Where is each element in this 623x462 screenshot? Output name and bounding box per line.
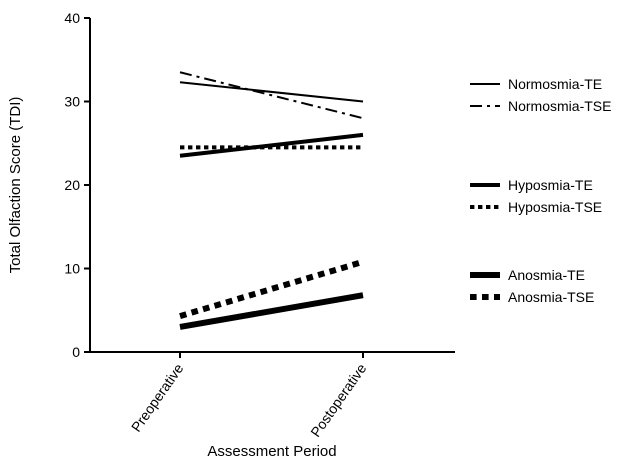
plot-area <box>179 71 364 330</box>
legend-label: Anosmia-TE <box>508 267 585 283</box>
legend-label: Anosmia-TSE <box>508 289 594 305</box>
y-tick-label: 0 <box>72 344 80 360</box>
x-tick-label: Postoperative <box>307 360 369 439</box>
legend-label: Hyposmia-TSE <box>508 199 602 215</box>
y-axis-title: Total Olfaction Score (TDI) <box>7 97 24 274</box>
legend-label: Hyposmia-TE <box>508 177 593 193</box>
x-tick-label: Preoperative <box>128 360 187 434</box>
y-tick-label: 20 <box>64 177 80 193</box>
series-line-anosmia-te <box>179 292 364 330</box>
legend: Normosmia-TE Normosmia-TSE Hyposmia-TE Hypo… <box>470 76 611 305</box>
series-line-normosmia-tse <box>179 71 364 120</box>
legend-label: Normosmia-TSE <box>508 98 611 114</box>
legend-label: Normosmia-TE <box>508 76 602 92</box>
axes: 0 10 20 30 40 Preoperative Postoperative <box>64 10 455 440</box>
x-axis-title: Assessment Period <box>207 443 336 460</box>
y-tick-label: 40 <box>64 10 80 26</box>
series-line-normosmia-te <box>179 81 364 103</box>
series-line-anosmia-tse <box>179 258 364 319</box>
series-line-hyposmia-te <box>179 132 364 158</box>
y-tick-label: 10 <box>64 261 80 277</box>
y-tick-label: 30 <box>64 94 80 110</box>
